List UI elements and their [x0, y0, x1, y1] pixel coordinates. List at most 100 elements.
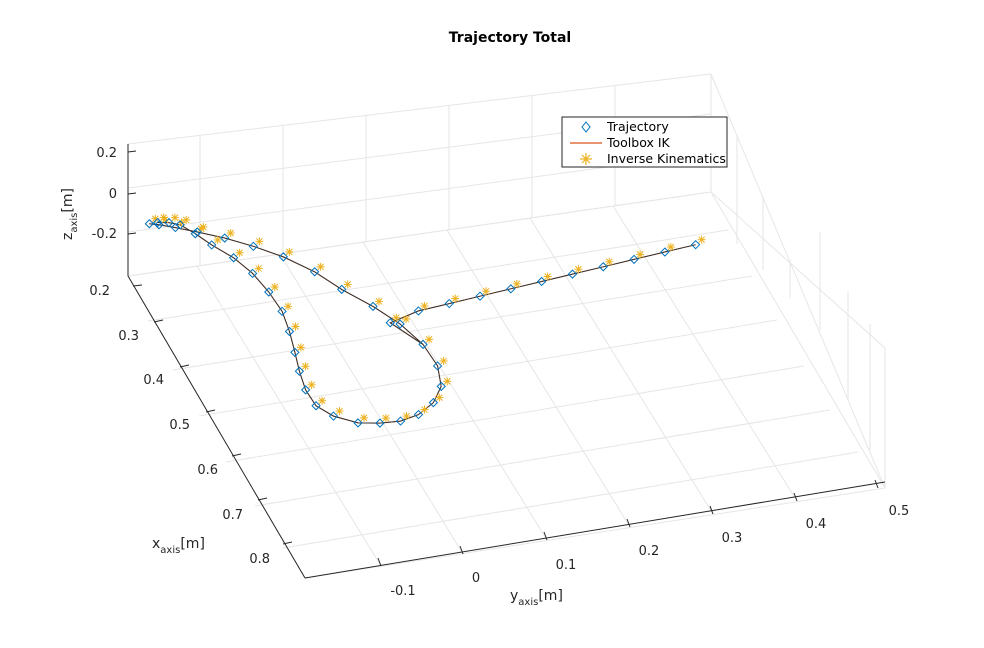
legend-label-toolbox-ik: Toolbox IK: [606, 135, 671, 150]
x-axis-label: xaxis[m]: [152, 536, 205, 556]
y-tick-label: 0.5: [889, 504, 910, 519]
trajectory-point: [228, 253, 239, 263]
inverse-kinematics-point: [697, 235, 706, 244]
y-tick: [543, 531, 548, 541]
trajectory-point: [353, 418, 363, 428]
inverse-kinematics-point: [335, 407, 344, 416]
trajectory-point: [192, 227, 203, 237]
trajectory-point: [395, 416, 406, 426]
inverse-kinematics-point: [285, 247, 294, 256]
inverse-kinematics-point: [307, 380, 316, 389]
legend-label-trajectory: Trajectory: [606, 119, 669, 134]
trajectory-point: [247, 268, 258, 279]
y-tick: [709, 505, 714, 515]
x-axis-line: [127, 275, 306, 579]
grid-line: [362, 241, 548, 541]
trajectory-point: [598, 262, 608, 272]
y-tick: [874, 479, 879, 489]
inverse-kinematics-point: [435, 393, 444, 402]
tick-labels: 0.2 0 -0.2 0.2 0.3 0.4 0.5 0.6 0.7 0.8 -…: [89, 146, 909, 599]
y-tick-label: 0.2: [639, 544, 660, 559]
legend-entry-trajectory: Trajectory: [581, 119, 669, 134]
inverse-kinematics-point: [360, 413, 368, 422]
inverse-kinematics-point: [296, 343, 305, 352]
x-tick: [153, 319, 164, 323]
x-tick: [231, 453, 242, 457]
inverse-kinematics-point: [170, 213, 179, 222]
inverse-kinematics-point: [402, 315, 411, 324]
series-layer: [144, 213, 706, 428]
y-tick: [459, 545, 464, 555]
z-axis-label-base: z: [60, 233, 76, 240]
grid-line: [225, 365, 805, 463]
grid-line: [279, 253, 464, 555]
x-tick-label: 0.5: [169, 418, 190, 433]
inverse-kinematics-point: [420, 301, 429, 310]
trajectory-point: [206, 240, 217, 250]
trajectory-point: [219, 233, 230, 243]
grid-layer: [127, 73, 886, 579]
trajectory-point: [175, 220, 185, 230]
inverse-kinematics-point: [420, 405, 429, 414]
grid-line: [198, 319, 778, 417]
inverse-kinematics-point: [255, 237, 264, 246]
trajectory-point: [444, 298, 454, 309]
z-tick-label: 0: [109, 187, 117, 202]
inverse-kinematics-point: [254, 264, 263, 273]
x-tick: [257, 497, 268, 501]
grid-line: [254, 409, 831, 507]
z-axis-label: zaxis[m]: [60, 188, 80, 240]
x-tick: [205, 409, 216, 413]
trajectory-line: [149, 222, 442, 424]
x-tick: [282, 541, 293, 545]
inverse-kinematics-point: [381, 414, 390, 423]
y-tick-label: -0.1: [390, 584, 415, 599]
grid-line: [282, 451, 859, 549]
y-tick: [377, 557, 382, 567]
inverse-kinematics-point: [301, 362, 310, 371]
legend-entry-inverse-kinematics: Inverse Kinematics: [580, 151, 726, 166]
x-axis-label-sub: axis: [160, 545, 180, 556]
x-tick-label: 0.7: [222, 508, 243, 523]
inverse-kinematics-point: [343, 280, 352, 289]
svg-text:zaxis[m]: zaxis[m]: [60, 188, 80, 240]
svg-text:yaxis[m]: yaxis[m]: [510, 588, 563, 608]
inverse-kinematics-point: [636, 250, 645, 259]
y-tick-label: 0.1: [556, 558, 577, 573]
x-tick-label: 0.8: [249, 552, 270, 567]
trajectory-point: [395, 319, 405, 329]
trajectory-point: [170, 222, 181, 233]
inverse-kinematics-point: [605, 257, 614, 266]
inverse-kinematics-point: [318, 396, 327, 405]
z-axis-label-sub: axis: [69, 213, 80, 233]
inverse-kinematics-point: [392, 313, 401, 322]
trajectory-point: [337, 284, 347, 295]
grid-line: [529, 217, 714, 515]
grid-line: [147, 229, 729, 322]
inverse-kinematics-point: [666, 243, 675, 252]
trajectory-point: [536, 276, 547, 287]
x-tick: [179, 364, 190, 368]
trajectory-point: [418, 339, 428, 350]
inverse-kinematics-point: [402, 412, 411, 421]
y-axis-label-sub: axis: [518, 597, 538, 608]
x-tick-label: 0.3: [118, 329, 139, 344]
y-axis-line: [304, 481, 886, 579]
inverse-kinematics-point: [291, 322, 300, 331]
trajectory-point: [284, 326, 295, 337]
chart-title: Trajectory Total: [449, 30, 571, 46]
y-tick: [793, 492, 798, 502]
z-tick-label: -0.2: [92, 227, 117, 242]
inverse-kinematics-point: [574, 265, 583, 274]
legend-entry-toolbox-ik: Toolbox IK: [570, 135, 671, 150]
grid-line: [446, 229, 631, 528]
inverse-kinematics-point: [284, 302, 293, 311]
x-tick-label: 0.6: [197, 463, 218, 478]
axes-layer: [127, 144, 886, 579]
trajectory-point: [690, 239, 701, 250]
trajectory-point: [506, 284, 516, 294]
trajectory-point: [328, 411, 339, 421]
z-axis-label-unit: [m]: [60, 188, 76, 213]
inverse-kinematics-point: [439, 356, 448, 365]
